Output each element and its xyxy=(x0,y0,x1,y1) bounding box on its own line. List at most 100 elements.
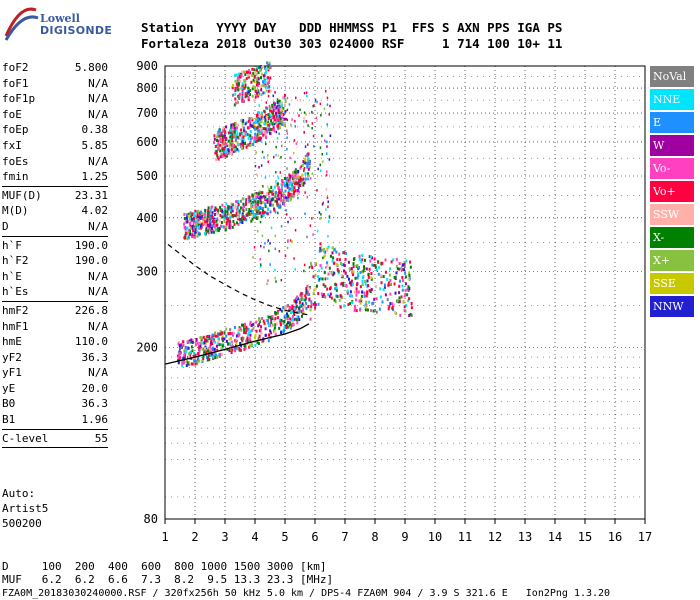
echo-point xyxy=(378,307,381,311)
echo-point xyxy=(211,215,214,219)
echo-point xyxy=(249,130,252,133)
echo-point xyxy=(200,341,203,345)
echo-point xyxy=(194,353,197,357)
echo-point xyxy=(249,93,251,96)
echo-point xyxy=(257,89,260,93)
echo-point xyxy=(260,137,263,140)
echo-point xyxy=(215,207,218,211)
echo-point xyxy=(374,285,377,289)
echo-point xyxy=(351,301,354,305)
echo-point xyxy=(294,170,297,174)
echo-point xyxy=(265,136,267,140)
echo-point xyxy=(262,127,265,131)
echo-point xyxy=(213,351,216,355)
echo-point xyxy=(187,346,189,350)
echo-point xyxy=(223,225,225,229)
echo-point xyxy=(258,120,261,124)
echo-point xyxy=(261,206,264,210)
echo-point xyxy=(229,213,232,217)
echo-point xyxy=(217,142,220,146)
echo-point xyxy=(252,326,255,330)
echo-point xyxy=(188,220,191,223)
echo-point xyxy=(189,227,192,231)
echo-point xyxy=(280,188,283,192)
echo-point xyxy=(310,300,313,304)
echo-point xyxy=(234,86,237,90)
echo-point xyxy=(232,214,235,217)
echo-point xyxy=(212,339,215,343)
echo-point xyxy=(248,198,250,202)
echo-point xyxy=(246,132,249,136)
echo-point xyxy=(221,140,224,144)
echo-point xyxy=(266,86,269,89)
echo-point xyxy=(269,263,271,266)
echo-point xyxy=(256,202,259,206)
echo-point xyxy=(257,119,260,123)
echo-point xyxy=(325,266,327,269)
echo-point xyxy=(212,355,215,359)
echo-point xyxy=(286,317,289,321)
echo-point xyxy=(249,199,252,203)
echo-point xyxy=(255,139,258,143)
echo-point xyxy=(264,198,267,202)
echo-point xyxy=(410,313,413,317)
echo-point xyxy=(361,280,364,283)
echo-point xyxy=(404,275,407,279)
echo-point xyxy=(257,77,260,81)
param-row: h`F 190.0 xyxy=(2,238,108,254)
echo-point xyxy=(246,144,249,148)
echo-point xyxy=(251,204,254,208)
echo-point xyxy=(194,209,197,213)
echo-point xyxy=(280,198,282,202)
param-name: M(D) xyxy=(2,204,29,218)
echo-point xyxy=(352,272,355,276)
echo-point xyxy=(178,353,181,357)
echo-point xyxy=(300,295,303,299)
echo-point xyxy=(327,272,330,276)
echo-point xyxy=(284,99,287,103)
echo-point xyxy=(193,214,196,218)
muf-row: MUF 6.2 6.2 6.6 7.3 8.2 9.5 13.3 23.3 [M… xyxy=(2,573,334,586)
echo-point xyxy=(229,328,232,332)
echo-point xyxy=(264,80,267,84)
echo-point xyxy=(206,209,208,213)
echo-point xyxy=(333,261,336,265)
echo-point xyxy=(241,215,244,219)
echo-traces xyxy=(177,61,413,368)
echo-point xyxy=(234,145,237,149)
echo-point xyxy=(407,276,410,280)
param-value: 0.38 xyxy=(81,123,109,137)
echo-point xyxy=(247,73,250,77)
echo-point xyxy=(249,344,252,348)
echo-point xyxy=(233,130,236,134)
echo-point xyxy=(216,153,219,157)
echo-point xyxy=(361,283,364,287)
echo-point xyxy=(346,274,349,278)
echo-point xyxy=(199,214,202,218)
echo-point xyxy=(271,122,274,126)
echo-point xyxy=(211,226,213,230)
echo-point xyxy=(271,111,274,115)
echo-point xyxy=(257,204,260,208)
echo-point xyxy=(219,149,222,153)
echo-point xyxy=(280,122,283,126)
echo-point xyxy=(215,158,218,161)
auto-program: Artist5 xyxy=(2,502,49,515)
echo-point xyxy=(252,202,254,206)
legend-item-vo: Vo- xyxy=(650,158,694,179)
echo-point xyxy=(225,125,228,129)
echo-point xyxy=(279,323,282,327)
echo-point xyxy=(323,270,326,274)
echo-point xyxy=(234,339,237,343)
echo-point xyxy=(242,144,245,148)
param-separator xyxy=(2,447,108,449)
echo-point xyxy=(304,298,307,302)
echo-point xyxy=(223,207,226,211)
echo-point xyxy=(230,340,233,344)
echo-point xyxy=(241,323,243,327)
echo-point xyxy=(240,341,243,345)
echo-point xyxy=(295,142,298,145)
echo-point xyxy=(270,121,273,125)
echo-point xyxy=(247,331,250,335)
echo-point xyxy=(330,271,333,275)
